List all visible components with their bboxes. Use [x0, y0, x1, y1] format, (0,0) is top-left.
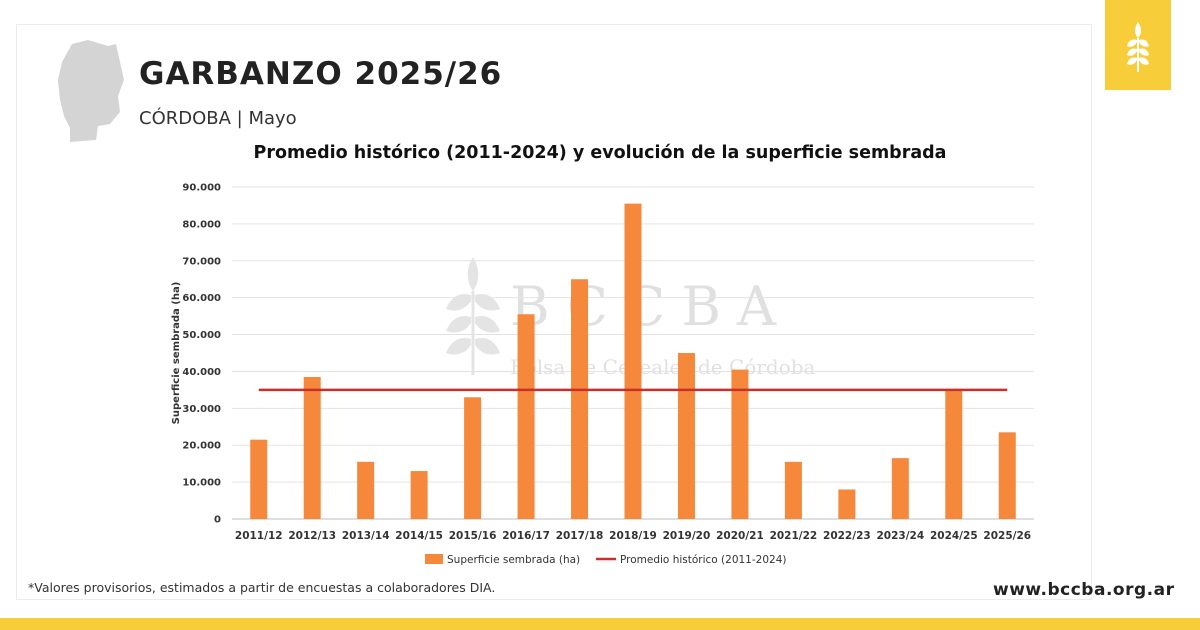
x-tick-label: 2023/24: [876, 530, 924, 542]
bccba-watermark: BCCBA Bolsa de Cereales de Córdoba: [440, 255, 815, 390]
chart-title: Promedio histórico (2011-2024) y evoluci…: [254, 143, 947, 163]
legend-label-line: Promedio histórico (2011-2024): [620, 554, 786, 566]
bar: [571, 279, 589, 519]
x-tick-label: 2018/19: [609, 530, 657, 542]
wheat-watermark-icon: [446, 257, 500, 375]
x-tick-label: 2017/18: [556, 530, 604, 542]
y-tick-label: 80.000: [182, 219, 221, 230]
website-link[interactable]: www.bccba.org.ar: [993, 580, 1175, 600]
bar: [731, 369, 749, 519]
x-tick-label: 2012/13: [288, 530, 336, 542]
footnote: *Valores provisorios, estimados a partir…: [28, 580, 496, 595]
watermark-brand: BCCBA: [510, 275, 792, 338]
bar: [517, 314, 535, 519]
bar: [838, 489, 856, 519]
x-tick-label: 2016/17: [502, 530, 550, 542]
wheat-icon: [1127, 22, 1149, 72]
x-tick-label: 2022/23: [823, 530, 871, 542]
y-tick-label: 70.000: [182, 256, 221, 267]
logo-badge: [1105, 0, 1171, 90]
x-tick-label: 2021/22: [770, 530, 818, 542]
bar: [303, 376, 321, 519]
y-tick-label: 30.000: [182, 404, 221, 415]
bar: [677, 353, 695, 519]
y-tick-label: 60.000: [182, 293, 221, 304]
bottom-accent-bar: [0, 618, 1200, 630]
legend-label-bar: Superficie sembrada (ha): [447, 554, 580, 566]
page-title: GARBANZO 2025/26: [139, 56, 503, 92]
x-tick-label: 2025/26: [983, 530, 1031, 542]
legend-swatch-bar: [425, 554, 443, 564]
cordoba-province-map-icon: [58, 40, 124, 142]
y-tick-label: 40.000: [182, 367, 221, 378]
y-tick-label: 90.000: [182, 183, 221, 194]
watermark-brand-subtitle: Bolsa de Cereales de Córdoba: [510, 355, 816, 379]
bar: [945, 389, 963, 519]
x-tick-label: 2019/20: [663, 530, 711, 542]
content-card: [16, 24, 1092, 600]
bar: [998, 432, 1016, 519]
page-subtitle: CÓRDOBA | Mayo: [139, 108, 297, 129]
x-tick-label: 2013/14: [342, 530, 390, 542]
bar: [464, 397, 482, 519]
bar: [784, 461, 802, 519]
y-tick-label: 50.000: [182, 330, 221, 341]
bar: [410, 471, 428, 519]
y-tick-label: 0: [214, 515, 221, 526]
x-tick-label: 2024/25: [930, 530, 978, 542]
x-tick-label: 2015/16: [449, 530, 497, 542]
bar: [624, 203, 642, 519]
y-tick-label: 20.000: [182, 441, 221, 452]
x-tick-label: 2014/15: [395, 530, 443, 542]
bar: [250, 439, 268, 519]
bar: [357, 461, 375, 519]
bar: [891, 458, 909, 519]
y-axis-label: Superficie sembrada (ha): [171, 282, 182, 425]
x-tick-label: 2020/21: [716, 530, 764, 542]
y-tick-label: 10.000: [182, 478, 221, 489]
x-tick-label: 2011/12: [235, 530, 283, 542]
